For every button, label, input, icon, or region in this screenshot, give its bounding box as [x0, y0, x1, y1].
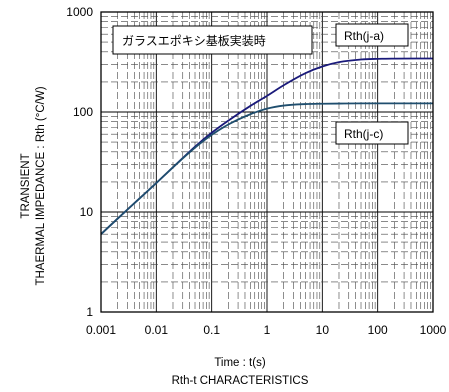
annotation-box-frame	[112, 25, 313, 55]
y-tick-label: 1000	[66, 5, 93, 19]
tick-labels: 0.001 0.01 0.1 1 10 100 1000 1 10 100 1000	[66, 5, 446, 337]
curves-layer	[100, 57, 433, 235]
grid-layer	[101, 12, 433, 312]
y-tick-label: 1	[86, 305, 93, 319]
series-label-ja: Rth(j-a)	[335, 23, 409, 47]
x-tick-label: 10	[316, 323, 330, 337]
x-tick-label: 1000	[420, 323, 447, 337]
series-label-jc-text: Rth(j-c)	[344, 127, 383, 141]
series-label-jc-frame	[335, 121, 409, 145]
series-label-ja-text: Rth(j-a)	[344, 29, 384, 43]
y-axis-label-line2: THAERMAL IMPEDANCE : Rth (°C/W)	[35, 86, 47, 285]
series-label-ja-frame	[335, 23, 409, 47]
series-label-jc: Rth(j-c)	[335, 121, 409, 145]
x-tick-label: 0.001	[86, 323, 116, 337]
x-tick-label: 0.1	[203, 323, 220, 337]
series-line-rth-jc	[100, 102, 433, 235]
y-tick-label: 10	[80, 205, 94, 219]
y-tick-label: 100	[73, 105, 93, 119]
x-axis-label: Time : t(s)	[214, 357, 265, 369]
x-tick-label: 100	[368, 323, 388, 337]
annotation-box: ガラスエポキシ基板実装時	[112, 25, 313, 55]
plot-frame	[100, 11, 434, 313]
annotation-text: ガラスエポキシ基板実装時	[122, 33, 266, 48]
chart-caption: Rth-t CHARACTERISTICS	[172, 375, 309, 387]
x-tick-label: 1	[264, 323, 271, 337]
x-tick-label: 0.01	[145, 323, 169, 337]
y-axis-label-line1: TRANSIENT	[20, 153, 32, 218]
